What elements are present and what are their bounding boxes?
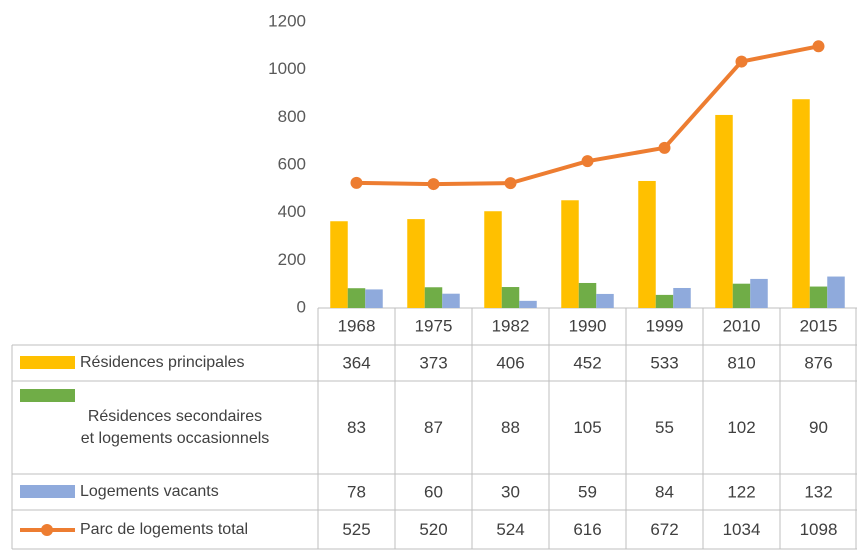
line-marker <box>658 141 671 154</box>
table-value: 533 <box>650 353 678 372</box>
bar <box>578 282 597 308</box>
bar <box>561 200 579 308</box>
table-value: 59 <box>578 482 597 501</box>
bar <box>655 294 674 308</box>
table-value: 364 <box>342 353 370 372</box>
table-value: 524 <box>496 520 524 539</box>
table-value: 83 <box>347 418 366 437</box>
legend-key <box>20 389 75 402</box>
legend-label: Résidences principales <box>80 354 245 371</box>
x-tick-label: 1975 <box>415 316 453 335</box>
bar <box>827 276 845 308</box>
bar <box>424 287 443 308</box>
table-value: 373 <box>419 353 447 372</box>
legend-key <box>20 523 75 536</box>
legend-entry: Parc de logements total <box>12 510 318 549</box>
legend-entry: Résidences principales <box>12 345 318 381</box>
legend-key <box>20 356 75 369</box>
x-tick-label: 1968 <box>338 316 376 335</box>
legend-label: Parc de logements total <box>80 520 249 538</box>
table-value: 84 <box>655 482 674 501</box>
table-value: 616 <box>573 520 601 539</box>
x-tick-label: 1999 <box>646 316 684 335</box>
table-value: 102 <box>727 418 755 437</box>
table-value: 876 <box>804 353 832 372</box>
bar <box>330 221 348 308</box>
table-value: 1034 <box>723 520 761 539</box>
bar <box>792 99 810 308</box>
line-marker <box>812 40 825 53</box>
table-value: 810 <box>727 353 755 372</box>
y-tick-label: 0 <box>297 297 306 316</box>
bar <box>519 300 537 308</box>
legend-entry: Résidences secondaires et logements occa… <box>12 381 318 474</box>
bar <box>442 293 460 308</box>
bar <box>501 287 520 308</box>
legend-key <box>20 485 75 498</box>
table-value: 88 <box>501 418 520 437</box>
bar <box>750 278 768 308</box>
bar <box>715 114 733 308</box>
bar <box>673 287 691 308</box>
x-tick-label: 2010 <box>723 316 761 335</box>
legend-label: Résidences secondaires et logements occa… <box>80 407 270 447</box>
line-marker <box>581 155 594 168</box>
legend-label: Logements vacants <box>80 483 219 500</box>
table-value: 672 <box>650 520 678 539</box>
y-tick-label: 1200 <box>268 11 306 30</box>
bar <box>596 293 614 308</box>
y-tick-label: 200 <box>278 250 306 269</box>
bar <box>638 180 656 308</box>
y-tick-label: 400 <box>278 202 306 221</box>
legend-entry: Logements vacants <box>12 474 318 510</box>
table-value: 78 <box>347 482 366 501</box>
table-value: 90 <box>809 418 828 437</box>
x-tick-label: 1982 <box>492 316 530 335</box>
table-value: 60 <box>424 482 443 501</box>
table-value: 1098 <box>800 520 838 539</box>
table-value: 406 <box>496 353 524 372</box>
bar <box>407 219 425 308</box>
y-tick-label: 1000 <box>268 59 306 78</box>
table-value: 525 <box>342 520 370 539</box>
table-value: 520 <box>419 520 447 539</box>
line-marker <box>427 178 440 191</box>
table-value: 132 <box>804 482 832 501</box>
table-value: 87 <box>424 418 443 437</box>
line-marker <box>735 55 748 68</box>
bar <box>732 283 751 308</box>
x-tick-label: 1990 <box>569 316 607 335</box>
y-tick-label: 800 <box>278 107 306 126</box>
bar <box>347 288 366 308</box>
x-tick-label: 2015 <box>800 316 838 335</box>
table-value: 55 <box>655 418 674 437</box>
y-tick-label: 600 <box>278 154 306 173</box>
table-value: 452 <box>573 353 601 372</box>
bar <box>809 286 828 308</box>
bar <box>484 211 502 308</box>
bar <box>365 289 383 308</box>
table-value: 105 <box>573 418 601 437</box>
table-value: 122 <box>727 482 755 501</box>
table-value: 30 <box>501 482 520 501</box>
line-marker <box>504 177 517 190</box>
line-marker <box>350 176 363 189</box>
